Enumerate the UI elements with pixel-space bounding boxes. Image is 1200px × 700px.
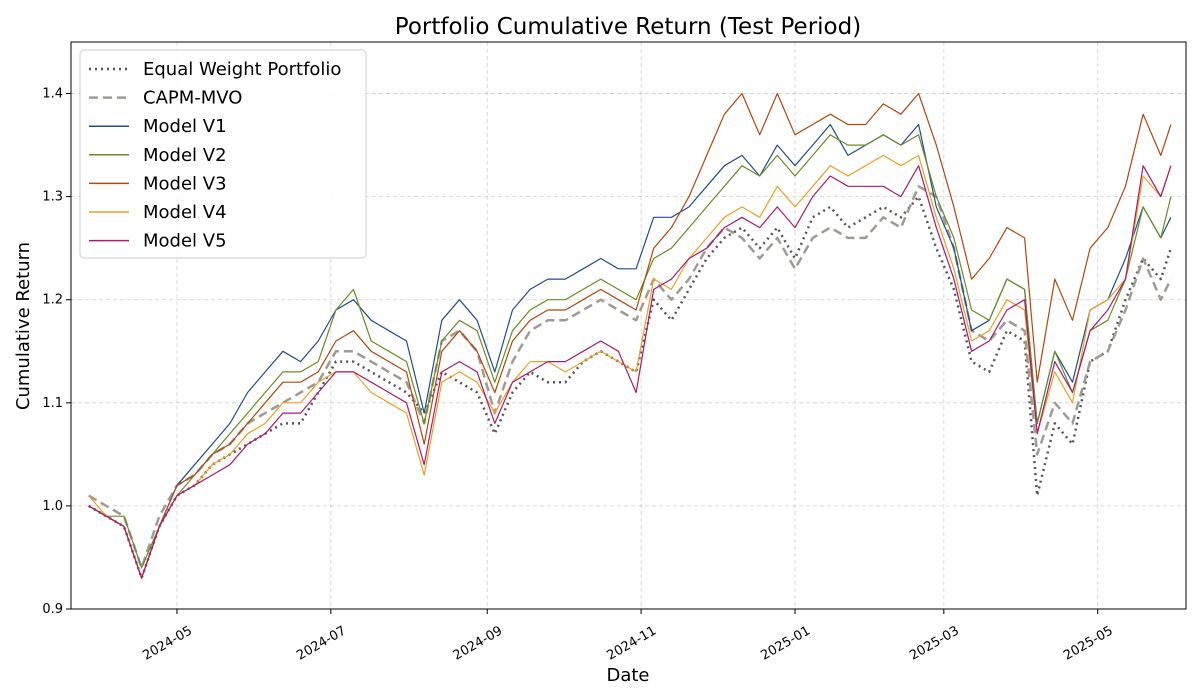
legend-label: Model V1 bbox=[143, 116, 227, 137]
series-lines bbox=[88, 92, 1173, 580]
series-line-model-v2 bbox=[88, 134, 1172, 569]
x-tick-label: 2025-05 bbox=[1061, 623, 1116, 663]
x-axis-label: Date bbox=[606, 665, 649, 686]
y-tick-label: 1.1 bbox=[42, 396, 63, 411]
y-axis: 0.9 1.0 1.1 1.2 1.3 1.4 bbox=[42, 87, 71, 617]
series-line-model-v4 bbox=[88, 154, 1172, 579]
x-tick-label: 2025-03 bbox=[907, 623, 962, 663]
x-axis: 2024-05 2024-07 2024-09 2024-11 2025-01 2025-… bbox=[140, 609, 1116, 664]
series-line-equal-weight-portfolio bbox=[88, 195, 1173, 580]
y-tick-label: 0.9 bbox=[42, 602, 63, 617]
plot-frame bbox=[70, 41, 1187, 610]
x-tick-label: 2024-11 bbox=[605, 623, 660, 663]
y-axis-label: Cumulative Return bbox=[13, 242, 34, 410]
series-line-model-v3 bbox=[88, 92, 1172, 579]
legend-label: Model V4 bbox=[143, 202, 227, 223]
legend-label: Equal Weight Portfolio bbox=[143, 59, 341, 80]
legend-label: CAPM-MVO bbox=[143, 88, 242, 109]
y-tick-label: 1.0 bbox=[42, 499, 63, 514]
legend-label: Model V2 bbox=[143, 145, 227, 166]
x-tick-label: 2024-07 bbox=[294, 623, 349, 663]
y-tick-label: 1.3 bbox=[42, 190, 63, 205]
x-tick-label: 2025-01 bbox=[758, 623, 813, 663]
x-tick-label: 2024-09 bbox=[451, 623, 506, 663]
series-line-model-v5 bbox=[88, 165, 1172, 579]
legend: Equal Weight Portfolio CAPM-MVO Model V1 Mo… bbox=[79, 49, 367, 259]
x-tick-label: 2024-05 bbox=[140, 623, 195, 663]
chart-title: Portfolio Cumulative Return (Test Period… bbox=[395, 14, 861, 40]
y-tick-label: 1.2 bbox=[42, 293, 63, 308]
legend-label: Model V5 bbox=[143, 231, 227, 252]
legend-label: Model V3 bbox=[143, 173, 227, 194]
y-tick-label: 1.4 bbox=[42, 87, 63, 102]
series-line-capm-mvo bbox=[88, 185, 1173, 570]
legend-box bbox=[79, 49, 367, 259]
